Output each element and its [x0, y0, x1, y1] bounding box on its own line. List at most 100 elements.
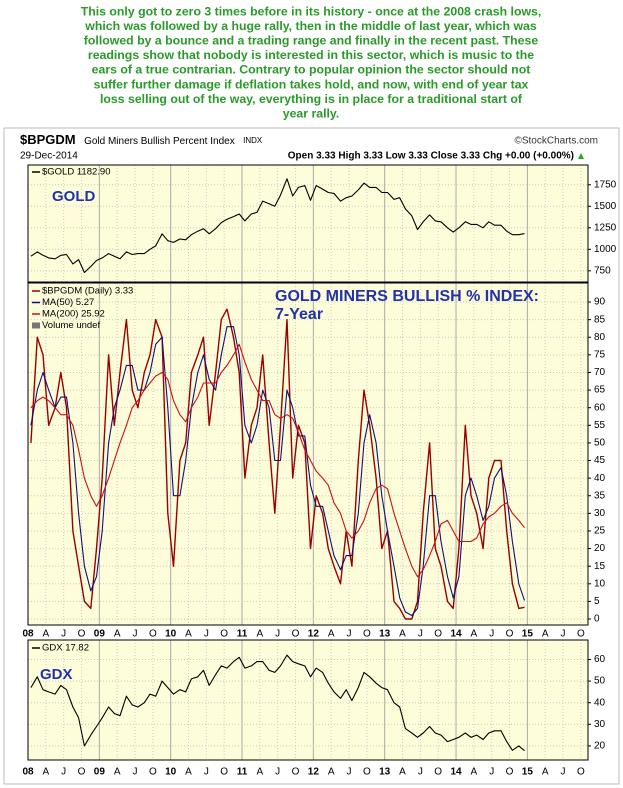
- y-tick-label: 20: [594, 543, 606, 554]
- x-tick-label: A: [257, 767, 264, 778]
- x-tick-label: A: [471, 629, 478, 640]
- x-tick-label: O: [78, 767, 86, 778]
- annotation: 7-Year: [275, 306, 323, 323]
- commentary-line: which was followed by a huge rally, then…: [84, 19, 537, 33]
- y-tick-label: 60: [594, 654, 606, 665]
- panel-border: [27, 282, 589, 626]
- x-tick-label: J: [133, 767, 138, 778]
- y-tick-label: 20: [594, 741, 606, 752]
- x-tick-label: A: [257, 629, 264, 640]
- x-tick-label: J: [489, 767, 494, 778]
- x-tick-label: A: [42, 629, 49, 640]
- y-tick-label: 1250: [594, 222, 617, 233]
- x-tick-label: J: [418, 767, 423, 778]
- x-tick-label: 13: [379, 767, 391, 778]
- x-tick-label: A: [42, 767, 49, 778]
- y-tick-label: 750: [594, 265, 611, 276]
- legend-label: $BPGDM (Daily) 3.33: [42, 286, 133, 297]
- x-tick-label: J: [561, 629, 566, 640]
- x-tick-label: J: [61, 629, 66, 640]
- series-line: [30, 654, 525, 752]
- x-tick-label: O: [506, 629, 514, 640]
- x-tick-label: O: [292, 767, 300, 778]
- y-tick-label: 50: [594, 438, 606, 449]
- x-tick-label: 14: [450, 767, 462, 778]
- legend-swatch: [32, 322, 40, 329]
- x-tick-label: J: [61, 767, 66, 778]
- x-tick-label: J: [275, 629, 280, 640]
- x-tick-label: J: [561, 767, 566, 778]
- legend-label: GDX 17.82: [42, 643, 89, 654]
- y-tick-label: 70: [594, 367, 606, 378]
- x-tick-label: O: [292, 629, 300, 640]
- x-tick-label: 12: [308, 767, 320, 778]
- x-tick-label: A: [185, 629, 192, 640]
- x-tick-label: 13: [379, 629, 391, 640]
- x-tick-label: 09: [94, 767, 106, 778]
- x-tick-label: 10: [165, 767, 177, 778]
- y-tick-label: 75: [594, 349, 606, 360]
- series-line: [30, 326, 526, 617]
- x-tick-label: 11: [237, 767, 248, 778]
- legend-label: Volume undef: [42, 320, 100, 331]
- y-tick-label: 80: [594, 332, 606, 343]
- x-tick-label: A: [399, 629, 406, 640]
- annotation: GOLD: [52, 188, 95, 205]
- y-tick-label: 30: [594, 719, 606, 730]
- x-tick-label: O: [149, 767, 157, 778]
- legend-label: $GOLD 1182.90: [42, 167, 110, 178]
- commentary: This only got to zero 3 times before in …: [81, 4, 542, 120]
- index-name: Gold Miners Bullish Percent Index: [84, 136, 235, 147]
- y-tick-label: 45: [594, 455, 606, 466]
- x-tick-label: 15: [522, 629, 534, 640]
- y-tick-label: 35: [594, 490, 606, 501]
- panel-border: [27, 164, 589, 283]
- x-tick-label: O: [363, 767, 371, 778]
- y-tick-label: 50: [594, 676, 606, 687]
- y-tick-label: 1750: [594, 179, 617, 190]
- x-tick-label: A: [114, 629, 121, 640]
- quote: Open 3.33 High 3.33 Low 3.33 Close 3.33 …: [288, 151, 574, 162]
- x-tick-label: 14: [450, 629, 462, 640]
- commentary-line: year rally.: [283, 106, 340, 120]
- x-tick-label: J: [133, 629, 138, 640]
- x-tick-label: A: [328, 629, 335, 640]
- x-tick-label: O: [577, 629, 585, 640]
- x-tick-label: O: [506, 767, 514, 778]
- x-tick-label: O: [434, 767, 442, 778]
- x-tick-label: 11: [237, 629, 248, 640]
- change-arrow: [578, 153, 584, 159]
- y-tick-label: 65: [594, 385, 606, 396]
- commentary-line: loss selling out of the way, everything …: [100, 92, 523, 106]
- y-tick-label: 30: [594, 508, 606, 519]
- x-tick-label: A: [542, 767, 549, 778]
- chart-header: $BPGDM Gold Miners Bullish Percent Index…: [20, 132, 263, 149]
- y-tick-label: 1000: [594, 244, 617, 255]
- y-tick-label: 85: [594, 314, 606, 325]
- x-tick-label: 10: [165, 629, 177, 640]
- x-tick-label: 08: [22, 629, 34, 640]
- credit: ©StockCharts.com: [514, 136, 598, 147]
- commentary-line: readings show that nobody is interested …: [88, 48, 534, 62]
- x-tick-label: J: [347, 767, 352, 778]
- panel-background: [28, 640, 588, 760]
- x-tick-label: A: [542, 629, 549, 640]
- panel-border: [27, 639, 589, 761]
- commentary-line: ears of a true contrarian. Contrary to p…: [92, 63, 531, 77]
- x-tick-label: J: [347, 629, 352, 640]
- x-tick-label: O: [363, 629, 371, 640]
- x-tick-label: J: [489, 629, 494, 640]
- x-tick-label: O: [220, 629, 228, 640]
- symbol: $BPGDM: [20, 132, 76, 147]
- annotation: GDX: [40, 666, 73, 683]
- chart-date: 29-Dec-2014: [20, 151, 78, 162]
- y-tick-label: 60: [594, 402, 606, 413]
- x-tick-label: O: [78, 629, 86, 640]
- exchange: INDX: [243, 136, 263, 145]
- x-tick-label: A: [328, 767, 335, 778]
- y-tick-label: 1500: [594, 201, 617, 212]
- x-tick-label: J: [418, 629, 423, 640]
- panel-background: [28, 283, 588, 625]
- y-tick-label: 15: [594, 561, 606, 572]
